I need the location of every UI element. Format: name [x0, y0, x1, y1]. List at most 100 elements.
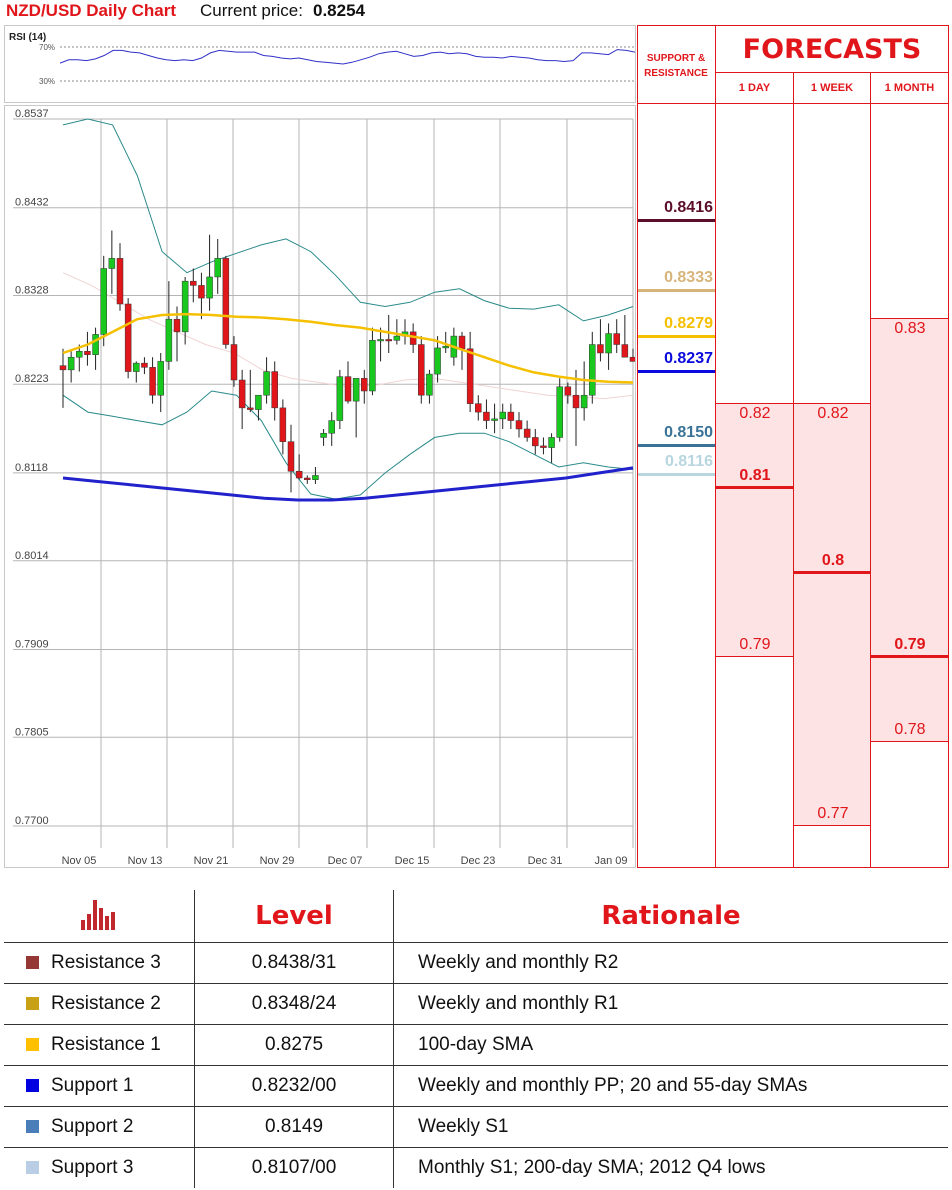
forecast-low-value: 0.79: [739, 636, 771, 654]
color-swatch: [26, 997, 39, 1011]
forecast-range-edge: [716, 656, 793, 658]
sr-level-label: 0.8333: [664, 269, 713, 287]
candle-body: [116, 258, 124, 305]
y-tick-label: 0.7909: [15, 638, 49, 650]
candle-body: [580, 394, 588, 409]
level-rationale: 100-day SMA: [393, 1024, 948, 1066]
forecast-range-edge: [871, 318, 948, 320]
level-value: 0.8149: [194, 1106, 394, 1148]
level-name: Resistance 1: [51, 1034, 161, 1055]
candle-body: [548, 437, 555, 448]
candle-body: [279, 407, 287, 442]
sr-level-line: [638, 443, 715, 447]
level-name-cell: Resistance 1: [4, 1024, 195, 1066]
forecast-col-1month: 1 MONTH: [884, 82, 935, 94]
candle-body: [564, 386, 572, 396]
sr-level-line: [638, 472, 715, 476]
x-tick-label: Nov 05: [62, 855, 97, 867]
candle-body: [613, 333, 620, 345]
candle-body: [475, 403, 482, 413]
price-chart-panel: 0.8537 0.8432 0.8328 0.8223 0.8118 0.8014 0.79…: [4, 105, 636, 868]
level-value: 0.8348/24: [194, 983, 394, 1025]
candle-body: [295, 470, 303, 479]
forecast-mid-value: 0.8: [821, 551, 845, 569]
x-tick-label: Dec 15: [395, 855, 430, 867]
candle-body: [67, 356, 75, 371]
candle-body: [320, 432, 327, 438]
candle-body: [59, 365, 67, 371]
sr-level-label: 0.8116: [664, 452, 713, 470]
candle-body: [198, 285, 205, 299]
forecast-high-value: 0.82: [817, 404, 849, 422]
candle-body: [247, 407, 254, 410]
color-swatch: [26, 1038, 39, 1052]
level-name-cell: Resistance 3: [4, 942, 195, 984]
candle-body: [344, 376, 352, 402]
candle-body: [532, 437, 539, 447]
candle-body: [515, 420, 523, 430]
candle-body: [124, 303, 132, 372]
level-rationale: Weekly S1: [393, 1106, 948, 1148]
candle-body: [466, 348, 474, 404]
sr-level-line: [638, 289, 715, 293]
candle-body: [287, 441, 295, 472]
candle-body: [442, 345, 449, 349]
candle-body: [458, 335, 466, 350]
candle-body: [336, 376, 344, 421]
candle-body: [418, 344, 425, 396]
level-name-cell: Support 2: [4, 1106, 195, 1148]
forecast-panel: SUPPORT & RESISTANCE FORECASTS 1 DAY 1 W…: [637, 25, 949, 868]
candle-body: [141, 362, 148, 368]
sr-level-line: [638, 370, 715, 374]
forecast-range-edge: [871, 740, 948, 742]
level-name: Support 2: [51, 1116, 134, 1137]
y-tick-label: 0.7805: [15, 726, 49, 738]
candle-body: [483, 411, 490, 421]
x-tick-label: Dec 31: [528, 855, 563, 867]
level-name: Resistance 3: [51, 952, 161, 973]
candle-body: [361, 378, 368, 392]
forecast-high-value: 0.83: [894, 320, 926, 338]
forecast-mid-line: [794, 570, 870, 574]
rsi-30-label: 30%: [39, 77, 55, 86]
forecast-high-value: 0.82: [739, 404, 771, 422]
candle-body: [181, 280, 189, 333]
color-swatch: [26, 1120, 39, 1134]
sr-level-label: 0.8237: [664, 350, 713, 368]
level-rationale: Weekly and monthly PP; 20 and 55-day SMA…: [393, 1065, 948, 1107]
forecast-range-edge: [794, 825, 870, 826]
level-name-cell: Support 3: [4, 1147, 195, 1188]
forecasts-title: FORECASTS: [742, 34, 922, 65]
candle-body: [157, 361, 164, 396]
forecast-col-1day: 1 DAY: [738, 82, 771, 94]
level-rationale: Weekly and monthly R2: [393, 942, 948, 984]
rationale-header: Rationale: [393, 890, 948, 943]
candle-body: [190, 280, 197, 286]
forecast-mid-value: 0.79: [894, 636, 926, 654]
x-tick-label: Dec 07: [328, 855, 363, 867]
candle-body: [100, 268, 107, 335]
rsi-label: RSI (14): [9, 32, 46, 43]
level-value: 0.8275: [194, 1024, 394, 1066]
x-tick-label: Nov 29: [260, 855, 295, 867]
level-rationale: Monthly S1; 200-day SMA; 2012 Q4 lows: [393, 1147, 948, 1188]
candle-body: [377, 339, 384, 342]
candle-body: [629, 356, 635, 362]
candle-body: [434, 347, 441, 375]
rsi-line: [59, 49, 635, 65]
candle-body: [214, 258, 221, 278]
candle-body: [84, 351, 91, 355]
x-tick-label: Nov 21: [194, 855, 229, 867]
y-tick-label: 0.8328: [15, 285, 49, 297]
x-tick-label: Jan 09: [594, 855, 627, 867]
candle-body: [173, 318, 181, 333]
candle-body: [507, 411, 515, 421]
x-tick-label: Dec 23: [461, 855, 496, 867]
candle-body: [589, 344, 596, 396]
sr-level-line: [638, 334, 715, 338]
candle-body: [540, 445, 547, 448]
candle-body: [255, 394, 262, 410]
y-tick-label: 0.8118: [15, 462, 48, 474]
sr-level-label: 0.8279: [664, 314, 713, 332]
forecast-low-value: 0.77: [817, 805, 849, 822]
